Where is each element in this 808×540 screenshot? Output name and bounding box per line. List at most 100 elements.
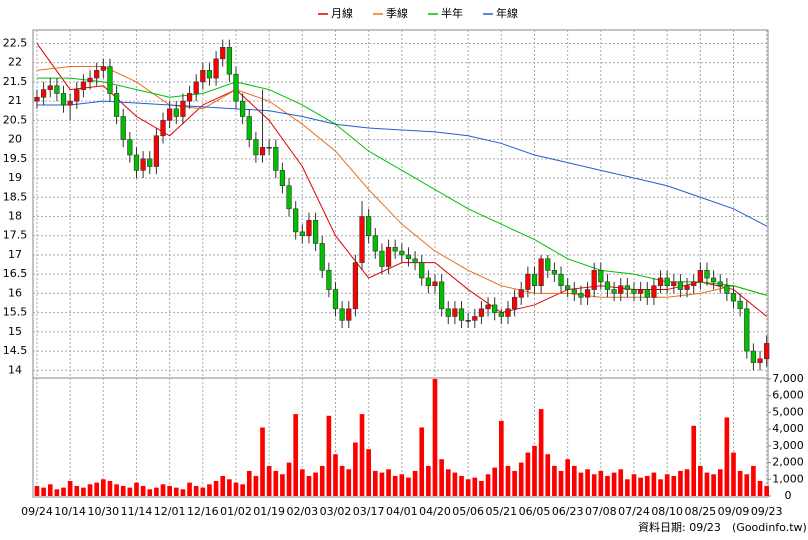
x-tick-label: 12/01 — [154, 505, 186, 518]
y-tick-label: 18 — [8, 209, 22, 222]
volume-bar — [605, 475, 610, 496]
candle-body — [259, 146, 266, 156]
y-tick-label: 14.5 — [3, 344, 28, 357]
volume-bar — [160, 484, 166, 496]
volume-bar — [127, 487, 133, 496]
volume-bar — [751, 465, 756, 496]
candle-body — [565, 285, 571, 290]
candle-body — [677, 281, 684, 290]
volume-bar — [140, 485, 146, 496]
candle-body — [498, 312, 504, 317]
candle-body — [193, 81, 199, 94]
candle-body — [220, 47, 226, 60]
volume-bar — [74, 485, 80, 496]
volume-bar — [492, 467, 498, 496]
x-tick-label: 09/09 — [718, 505, 750, 518]
candle-body — [239, 100, 246, 117]
volume-bar — [67, 480, 73, 496]
volume-bar — [545, 454, 551, 496]
x-tick-label: 10/14 — [54, 505, 86, 518]
candle-body — [657, 277, 664, 287]
candle-body — [458, 308, 465, 321]
candle-body — [465, 320, 471, 322]
x-tick-label: 04/01 — [386, 505, 418, 518]
candle-body — [74, 89, 80, 102]
volume-bar — [319, 465, 325, 496]
candle-body — [571, 289, 577, 294]
volume-bar — [154, 487, 159, 496]
volume-bar — [678, 470, 683, 496]
volume-bar — [518, 462, 524, 496]
volume-bar — [757, 480, 763, 496]
candle-body — [253, 139, 259, 156]
x-tick-label: 01/19 — [253, 505, 285, 518]
volume-bar — [180, 489, 186, 496]
candle-body — [54, 85, 60, 94]
candle-body — [730, 293, 737, 302]
volume-bar — [173, 487, 179, 496]
candle-body — [332, 289, 339, 310]
volume-bar — [611, 472, 617, 496]
volume-bar — [591, 474, 597, 496]
candle-body — [750, 350, 757, 363]
volume-bar — [499, 420, 504, 496]
volume-bar — [81, 487, 86, 496]
volume-bar — [737, 470, 743, 496]
candle-body — [186, 93, 193, 102]
candle-body — [279, 170, 286, 187]
volume-bar — [353, 442, 358, 496]
candle-body — [651, 285, 657, 298]
candle-body — [246, 116, 252, 140]
x-tick-label: 09/23 — [751, 505, 783, 518]
x-tick-label: 12/16 — [187, 505, 219, 518]
volume-bar — [698, 465, 703, 496]
y2-tick-label: 3,000 — [772, 439, 804, 452]
candle-body — [445, 308, 451, 317]
volume-bar — [625, 479, 630, 496]
candle-body — [286, 185, 292, 210]
volume-bar — [134, 482, 139, 496]
volume-bar — [664, 474, 670, 496]
candle-body — [485, 304, 491, 310]
legend-label: 年線 — [496, 6, 518, 20]
y-tick-label: 20 — [8, 133, 22, 146]
candle-body — [405, 254, 412, 260]
candle-body — [34, 96, 40, 102]
candle-body — [644, 289, 650, 298]
candle-body — [518, 289, 524, 298]
x-tick-label: 05/06 — [452, 505, 484, 518]
volume-bar — [240, 484, 245, 496]
candle-body — [664, 277, 670, 287]
y-tick-label: 21 — [8, 94, 22, 107]
x-tick-label: 02/03 — [286, 505, 318, 518]
x-tick-label: 10/30 — [87, 505, 119, 518]
candle-body — [452, 308, 458, 317]
candle-body — [492, 304, 498, 313]
volume-bar — [598, 470, 604, 496]
candle-body — [717, 281, 723, 287]
volume-bar — [485, 474, 491, 496]
candle-body — [293, 208, 299, 233]
candle-body — [312, 220, 319, 244]
volume-bar — [266, 465, 272, 496]
volume-bar — [552, 465, 557, 496]
volume-bar — [538, 409, 544, 496]
candle-body — [591, 270, 597, 290]
y-tick-label: 19.5 — [3, 152, 28, 165]
volume-bar — [233, 482, 239, 496]
volume-bar — [671, 475, 677, 496]
volume-bar — [704, 472, 710, 496]
volume-bar — [532, 445, 537, 496]
y-tick-label: 15.5 — [3, 306, 28, 319]
volume-bar — [439, 459, 444, 496]
candle-body — [140, 158, 146, 171]
volume-bar — [472, 477, 478, 496]
volume-bar — [54, 489, 60, 496]
candle-body — [127, 139, 133, 156]
y-tick-label: 19 — [8, 171, 22, 184]
x-tick-label: 09/24 — [21, 505, 53, 518]
volume-bar — [691, 425, 697, 496]
legend-label: 季線 — [386, 6, 408, 20]
candle-body — [538, 258, 544, 287]
candle-body — [47, 85, 53, 90]
